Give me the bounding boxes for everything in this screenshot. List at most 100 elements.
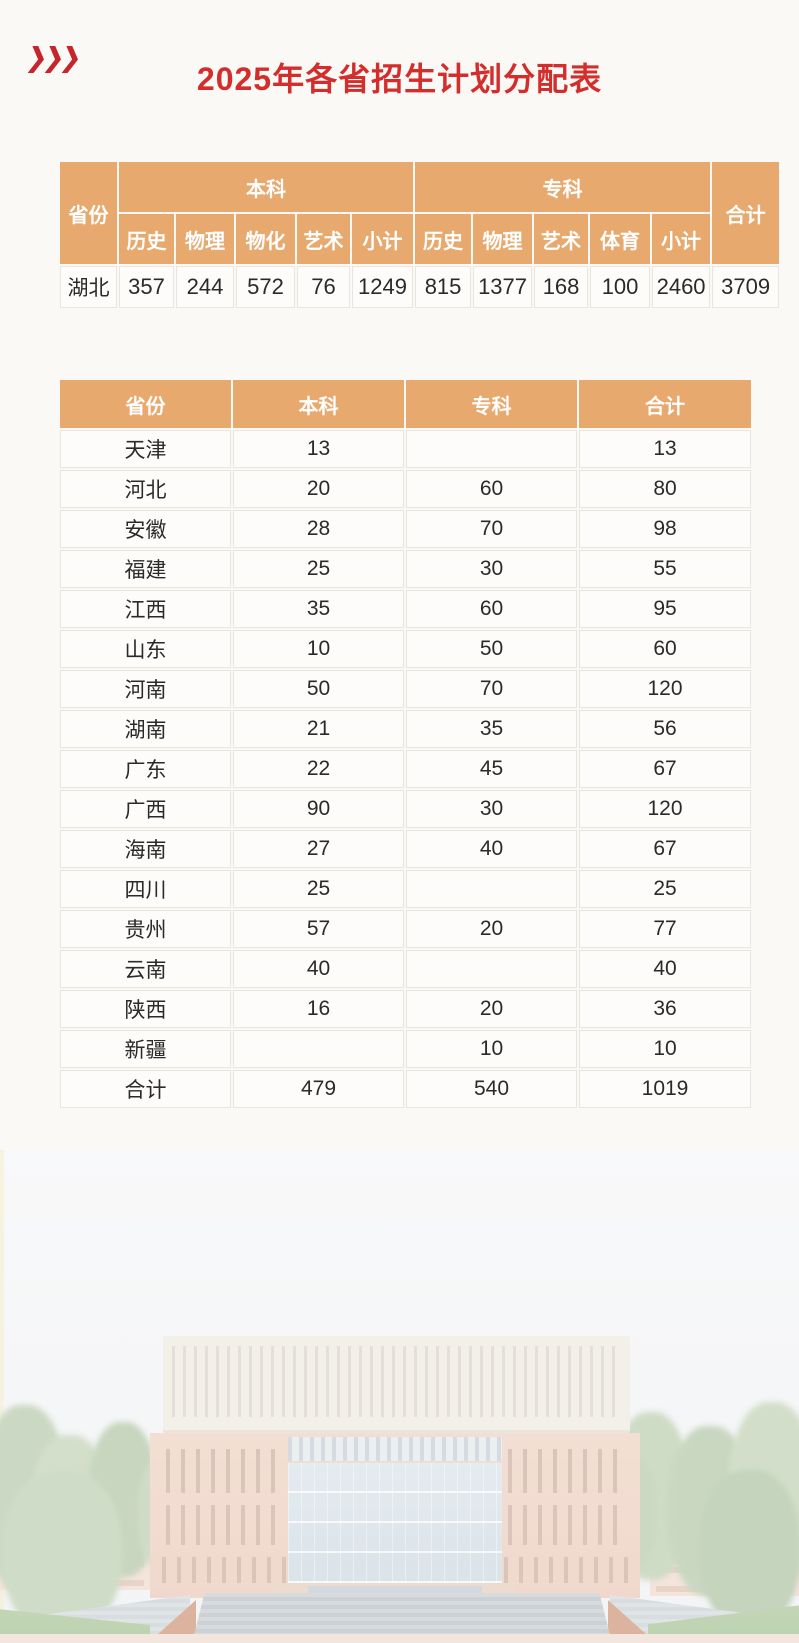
province-table-row: 天津 13 13 (60, 430, 751, 468)
value-cell: 540 (406, 1070, 577, 1108)
province-cell: 河南 (60, 670, 231, 708)
value-cell: 100 (590, 266, 651, 308)
value-cell: 120 (579, 790, 751, 828)
province-cell: 广东 (60, 750, 231, 788)
province-cell: 湖北 (60, 266, 117, 308)
value-cell: 50 (406, 630, 577, 668)
plan-summary-table: 省份 本科 专科 合计 历史 物理 物化 艺术 小计 历史 物理 艺术 体育 小计 湖北 357 24… (58, 160, 781, 310)
province-table-row: 江西 35 60 95 (60, 590, 751, 628)
value-cell: 357 (119, 266, 174, 308)
campus-building-photo (0, 1150, 799, 1643)
value-cell: 40 (233, 950, 404, 988)
province-table-row: 湖南 21 35 56 (60, 710, 751, 748)
value-cell: 20 (406, 990, 577, 1028)
province-cell: 湖南 (60, 710, 231, 748)
value-cell (406, 950, 577, 988)
col-header-province: 省份 (60, 162, 117, 264)
value-cell: 20 (406, 910, 577, 948)
value-cell: 28 (233, 510, 404, 548)
province-table-row: 河南 50 70 120 (60, 670, 751, 708)
plan-table-subheader-row: 历史 物理 物化 艺术 小计 历史 物理 艺术 体育 小计 (60, 214, 779, 264)
value-cell: 13 (579, 430, 751, 468)
province-table-row: 福建 25 30 55 (60, 550, 751, 588)
province-table-row: 云南 40 40 (60, 950, 751, 988)
province-cell: 陕西 (60, 990, 231, 1028)
plan-subcol-header: 艺术 (297, 214, 350, 264)
value-cell (233, 1030, 404, 1068)
plan-table-row: 湖北 357 244 572 76 1249 815 1377 168 100 2460 3709 (60, 266, 780, 308)
value-cell: 10 (406, 1030, 577, 1068)
col-header-total: 合计 (712, 162, 780, 264)
province-cell: 福建 (60, 550, 231, 588)
value-cell: 30 (406, 550, 577, 588)
plan-subcol-header: 艺术 (534, 214, 589, 264)
white-wash-overlay (0, 1150, 799, 1643)
plan-table-group-header-row: 省份 本科 专科 合计 (60, 162, 780, 264)
plan-subcol-header: 小计 (652, 214, 711, 264)
province-table-row: 陕西 16 20 36 (60, 990, 751, 1028)
province-cell: 广西 (60, 790, 231, 828)
province-table-row: 广东 22 45 67 (60, 750, 751, 788)
value-cell: 1249 (352, 266, 414, 308)
window-band (508, 1449, 624, 1493)
province-cell: 新疆 (60, 1030, 231, 1068)
value-cell: 25 (233, 870, 404, 908)
value-cell (406, 430, 577, 468)
value-cell: 60 (406, 470, 577, 508)
group-header-vocational: 专科 (415, 162, 711, 212)
province-cell: 河北 (60, 470, 231, 508)
province-cell: 安徽 (60, 510, 231, 548)
value-cell: 27 (233, 830, 404, 868)
province-table-row: 河北 20 60 80 (60, 470, 751, 508)
plan-subcol-header: 物理 (176, 214, 234, 264)
province-cell: 合计 (60, 1070, 231, 1108)
value-cell: 20 (233, 470, 404, 508)
province-cell: 四川 (60, 870, 231, 908)
value-cell: 1377 (473, 266, 533, 308)
province-table-row: 合计 479 540 1019 (60, 1070, 751, 1108)
value-cell: 2460 (652, 266, 711, 308)
province-table-col-header: 本科 (233, 380, 404, 428)
value-cell: 90 (233, 790, 404, 828)
value-cell: 60 (579, 630, 751, 668)
building-main-body (150, 1433, 640, 1598)
window-band (166, 1505, 282, 1545)
value-cell: 67 (579, 750, 751, 788)
value-cell: 40 (579, 950, 751, 988)
group-header-undergraduate: 本科 (119, 162, 414, 212)
province-table-row: 新疆 10 10 (60, 1030, 751, 1068)
province-cell: 海南 (60, 830, 231, 868)
province-cell: 天津 (60, 430, 231, 468)
value-cell: 67 (579, 830, 751, 868)
value-cell: 80 (579, 470, 751, 508)
value-cell: 35 (233, 590, 404, 628)
province-table-row: 广西 90 30 120 (60, 790, 751, 828)
province-table-col-header: 省份 (60, 380, 231, 428)
province-table-row: 山东 10 50 60 (60, 630, 751, 668)
province-plan-table: 省份 本科 专科 合计 天津 13 13 河北 20 60 80 安徽 28 70 98 福建 25 30 55 江… (58, 378, 753, 1110)
province-table-row: 贵州 57 20 77 (60, 910, 751, 948)
province-table-header-row: 省份 本科 专科 合计 (60, 380, 751, 428)
value-cell: 1019 (579, 1070, 751, 1108)
window-band (166, 1449, 282, 1493)
value-cell: 36 (579, 990, 751, 1028)
value-cell: 168 (534, 266, 589, 308)
building-top-floor (163, 1336, 630, 1433)
value-cell: 45 (406, 750, 577, 788)
province-table-row: 四川 25 25 (60, 870, 751, 908)
value-cell: 10 (233, 630, 404, 668)
value-cell: 13 (233, 430, 404, 468)
value-cell: 98 (579, 510, 751, 548)
value-cell: 22 (233, 750, 404, 788)
province-table-col-header: 合计 (579, 380, 751, 428)
province-cell: 贵州 (60, 910, 231, 948)
upper-window-strip (288, 1437, 502, 1461)
value-cell: 57 (233, 910, 404, 948)
value-cell: 21 (233, 710, 404, 748)
value-cell: 10 (579, 1030, 751, 1068)
value-cell: 30 (406, 790, 577, 828)
plan-subcol-header: 小计 (352, 214, 414, 264)
window-band (162, 1557, 286, 1583)
value-cell: 50 (233, 670, 404, 708)
value-cell: 244 (176, 266, 234, 308)
